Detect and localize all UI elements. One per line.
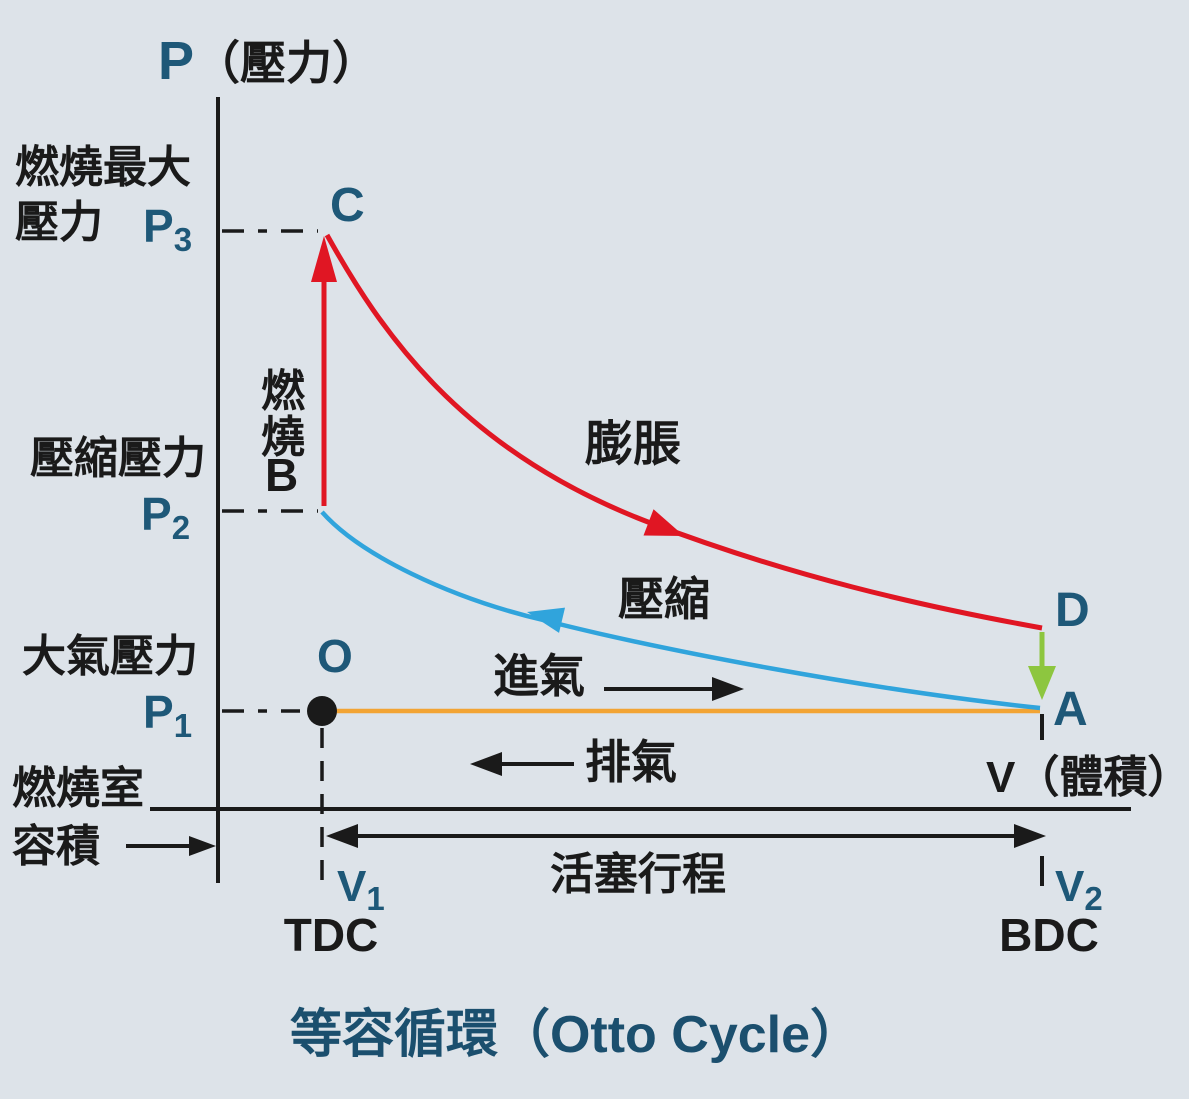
compression-arrowhead-icon (527, 607, 566, 633)
point-c-label: C (330, 179, 365, 232)
tdc-label: TDC (284, 909, 379, 961)
piston-stroke-label: 活塞行程 (550, 850, 726, 899)
exhaust-arrowhead-icon (470, 752, 502, 776)
compression-pressure-label: 壓縮壓力 (30, 434, 206, 483)
blowdown-arrowhead-icon (1028, 666, 1056, 700)
point-o-label: O (317, 630, 353, 682)
p1-tick-label: P1 (143, 686, 192, 744)
bdc-label: BDC (999, 909, 1099, 961)
piston-stroke-right-arrowhead-icon (1014, 824, 1046, 848)
v1-tick-label: V1 (337, 862, 385, 917)
max-combustion-pressure-label-line2: 壓力 (15, 198, 103, 247)
point-d-label: D (1055, 584, 1090, 637)
max-combustion-pressure-label-line1: 燃燒最大 (15, 143, 191, 192)
pressure-axis-label: P（壓力） (158, 31, 378, 91)
expansion-label: 膨脹 (585, 418, 681, 471)
combustion-arrowhead-icon (311, 236, 337, 282)
point-o-dot (307, 696, 337, 726)
compression-curve (320, 510, 1041, 711)
intake-label: 進氣 (493, 650, 585, 702)
chamber-volume-label-line1: 燃燒室 (12, 763, 144, 813)
v2-tick-label: V2 (1055, 862, 1103, 917)
combustion-label-char2: 燒 (261, 413, 305, 462)
p3-tick-label: P3 (143, 200, 192, 258)
point-a-label: A (1053, 683, 1088, 736)
chamber-volume-label-line2: 容積 (12, 822, 100, 871)
piston-stroke-left-arrowhead-icon (326, 824, 358, 848)
expansion-arrowhead-icon (643, 509, 684, 536)
volume-axis-label: V（體積） (986, 753, 1189, 802)
chamber-pointer-arrowhead-icon (189, 836, 216, 856)
exhaust-label: 排氣 (585, 736, 677, 788)
intake-arrowhead-icon (712, 677, 744, 701)
combustion-label-char1: 燃 (261, 367, 306, 416)
diagram-title: 等容循環（Otto Cycle） (290, 1006, 862, 1064)
expansion-curve (324, 233, 1043, 631)
p2-tick-label: P2 (141, 488, 190, 546)
atmospheric-pressure-label: 大氣壓力 (22, 632, 198, 681)
point-b-label: B (265, 449, 298, 501)
compression-label: 壓縮 (618, 573, 710, 625)
